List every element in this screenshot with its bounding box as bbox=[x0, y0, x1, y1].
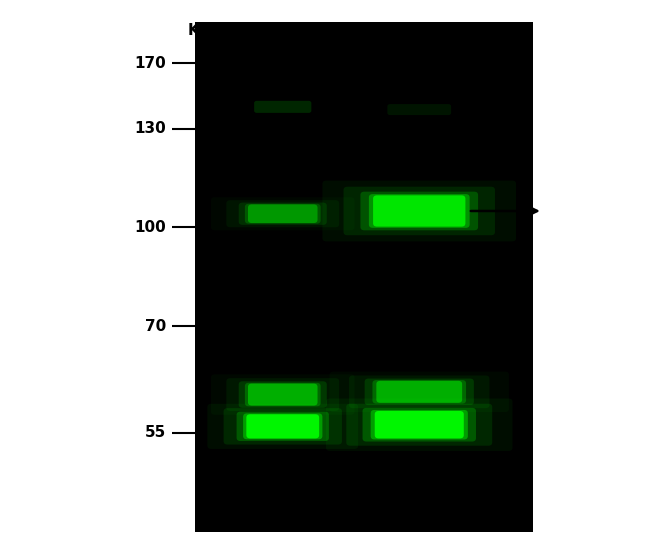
FancyBboxPatch shape bbox=[374, 411, 464, 438]
FancyBboxPatch shape bbox=[239, 381, 327, 408]
FancyBboxPatch shape bbox=[343, 187, 495, 235]
FancyBboxPatch shape bbox=[372, 380, 466, 403]
FancyBboxPatch shape bbox=[207, 404, 358, 449]
Text: 55: 55 bbox=[144, 425, 166, 441]
FancyBboxPatch shape bbox=[365, 379, 474, 405]
FancyBboxPatch shape bbox=[226, 378, 339, 411]
Text: KDa: KDa bbox=[187, 22, 222, 38]
FancyBboxPatch shape bbox=[226, 200, 339, 227]
FancyBboxPatch shape bbox=[248, 204, 317, 223]
FancyBboxPatch shape bbox=[224, 408, 342, 444]
FancyBboxPatch shape bbox=[360, 192, 478, 230]
FancyBboxPatch shape bbox=[387, 104, 451, 115]
FancyBboxPatch shape bbox=[346, 404, 492, 446]
FancyBboxPatch shape bbox=[322, 181, 516, 241]
FancyBboxPatch shape bbox=[243, 413, 322, 439]
Text: 70: 70 bbox=[144, 318, 166, 334]
FancyBboxPatch shape bbox=[246, 414, 319, 438]
FancyBboxPatch shape bbox=[239, 203, 327, 225]
FancyBboxPatch shape bbox=[373, 195, 465, 227]
Text: 170: 170 bbox=[134, 55, 166, 71]
Text: 130: 130 bbox=[134, 121, 166, 136]
FancyBboxPatch shape bbox=[326, 398, 513, 451]
FancyBboxPatch shape bbox=[237, 412, 329, 441]
FancyBboxPatch shape bbox=[363, 408, 476, 442]
Bar bbox=[195, 22, 533, 532]
FancyBboxPatch shape bbox=[370, 410, 468, 439]
FancyBboxPatch shape bbox=[245, 204, 320, 224]
Text: A: A bbox=[276, 21, 290, 39]
FancyBboxPatch shape bbox=[245, 383, 320, 406]
FancyBboxPatch shape bbox=[369, 194, 469, 228]
FancyBboxPatch shape bbox=[254, 101, 311, 113]
FancyBboxPatch shape bbox=[349, 375, 489, 408]
FancyBboxPatch shape bbox=[376, 381, 462, 403]
FancyBboxPatch shape bbox=[248, 384, 317, 406]
Text: 100: 100 bbox=[134, 220, 166, 235]
Text: B: B bbox=[413, 21, 426, 39]
